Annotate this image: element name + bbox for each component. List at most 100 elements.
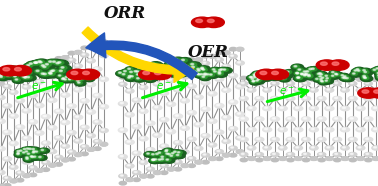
Circle shape — [162, 164, 164, 166]
Circle shape — [301, 73, 313, 79]
Circle shape — [255, 117, 264, 121]
Circle shape — [17, 178, 24, 182]
Circle shape — [38, 71, 52, 78]
Circle shape — [0, 65, 20, 76]
Circle shape — [149, 71, 156, 75]
Circle shape — [360, 75, 372, 81]
Circle shape — [10, 77, 17, 80]
Circle shape — [65, 73, 76, 79]
Circle shape — [128, 77, 130, 78]
Circle shape — [61, 77, 67, 80]
Circle shape — [255, 137, 264, 142]
Circle shape — [140, 69, 152, 75]
Circle shape — [257, 77, 260, 78]
Circle shape — [319, 97, 322, 99]
Circle shape — [79, 73, 82, 74]
Circle shape — [294, 157, 302, 161]
Circle shape — [296, 73, 299, 74]
Circle shape — [316, 71, 327, 77]
Circle shape — [41, 65, 49, 69]
Circle shape — [316, 73, 322, 76]
Circle shape — [196, 69, 203, 73]
Circle shape — [125, 140, 134, 144]
Circle shape — [209, 157, 216, 160]
Circle shape — [156, 65, 164, 69]
Circle shape — [191, 63, 194, 65]
Circle shape — [25, 64, 33, 68]
Circle shape — [302, 74, 309, 77]
Circle shape — [133, 72, 146, 78]
Circle shape — [11, 91, 14, 92]
Circle shape — [348, 117, 357, 121]
Circle shape — [194, 71, 203, 76]
Circle shape — [168, 62, 171, 64]
Circle shape — [341, 75, 344, 76]
Circle shape — [215, 130, 224, 134]
Circle shape — [152, 154, 154, 155]
Circle shape — [124, 70, 126, 72]
Circle shape — [334, 158, 341, 162]
Circle shape — [271, 137, 279, 142]
Circle shape — [151, 76, 153, 77]
Circle shape — [126, 75, 133, 79]
Circle shape — [24, 150, 30, 153]
Circle shape — [121, 73, 127, 76]
Circle shape — [202, 76, 205, 77]
Circle shape — [373, 89, 376, 90]
Circle shape — [333, 96, 342, 101]
Circle shape — [163, 148, 174, 154]
Circle shape — [164, 149, 170, 152]
Circle shape — [303, 73, 310, 76]
Circle shape — [17, 149, 28, 154]
Circle shape — [21, 75, 28, 78]
Circle shape — [175, 141, 178, 143]
Circle shape — [177, 152, 180, 153]
Circle shape — [169, 155, 175, 158]
Circle shape — [257, 138, 260, 140]
Circle shape — [165, 150, 167, 152]
Circle shape — [61, 93, 70, 97]
Circle shape — [93, 140, 102, 144]
Circle shape — [49, 61, 56, 65]
Circle shape — [17, 99, 20, 101]
FancyArrowPatch shape — [82, 27, 194, 82]
Circle shape — [366, 138, 369, 140]
Circle shape — [58, 65, 71, 72]
Circle shape — [67, 73, 78, 78]
Circle shape — [35, 131, 44, 135]
Circle shape — [249, 89, 252, 90]
Circle shape — [373, 107, 376, 109]
Circle shape — [161, 156, 164, 157]
Circle shape — [314, 78, 321, 81]
Circle shape — [30, 94, 34, 95]
Circle shape — [236, 150, 244, 153]
Circle shape — [155, 106, 158, 108]
Circle shape — [236, 61, 244, 65]
Circle shape — [127, 113, 130, 115]
Circle shape — [45, 63, 48, 65]
Circle shape — [20, 150, 22, 151]
Circle shape — [93, 48, 102, 52]
Circle shape — [151, 158, 158, 162]
Circle shape — [160, 155, 166, 159]
Circle shape — [202, 72, 209, 76]
Circle shape — [42, 161, 50, 165]
Circle shape — [253, 81, 255, 82]
Circle shape — [176, 69, 190, 76]
Circle shape — [71, 73, 77, 76]
Circle shape — [332, 62, 339, 65]
Circle shape — [305, 70, 311, 73]
Circle shape — [319, 80, 325, 83]
Circle shape — [304, 97, 307, 99]
Circle shape — [182, 127, 185, 128]
Circle shape — [56, 61, 64, 65]
Circle shape — [169, 154, 172, 155]
Circle shape — [40, 64, 53, 71]
Circle shape — [101, 40, 107, 44]
Circle shape — [296, 128, 299, 130]
Circle shape — [274, 75, 285, 81]
Circle shape — [252, 74, 258, 78]
Circle shape — [156, 153, 158, 155]
Circle shape — [67, 77, 73, 80]
Circle shape — [325, 77, 331, 80]
